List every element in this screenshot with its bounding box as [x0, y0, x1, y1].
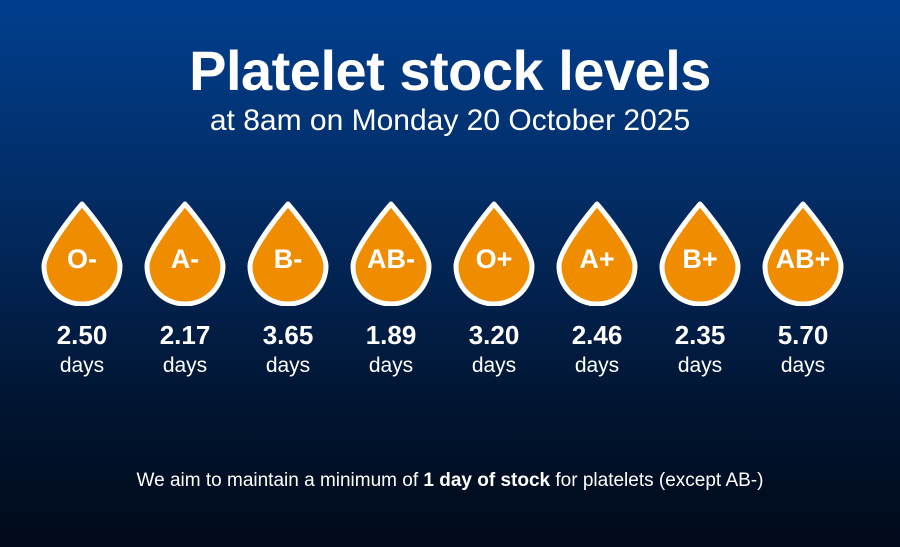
stock-unit: days: [677, 354, 723, 377]
stock-value: 2.17: [159, 320, 211, 350]
blood-group-label: B-: [273, 244, 303, 274]
stock-value: 3.65: [262, 320, 314, 350]
drop-b-pos: B+ 2.35 days: [658, 198, 742, 377]
blood-drop-icon: [453, 201, 535, 306]
blood-drop-icon: [659, 201, 741, 306]
blood-group-label: AB+: [775, 244, 831, 274]
blood-drop-icon: [350, 201, 432, 306]
stock-unit: days: [368, 354, 414, 377]
stock-value: 5.70: [777, 320, 829, 350]
note-text-before: We aim to maintain a minimum of: [136, 470, 424, 491]
stock-unit: days: [59, 354, 105, 377]
stock-value: 2.46: [571, 320, 623, 350]
note-text-after: for platelets (except AB-): [550, 470, 764, 491]
stock-unit: days: [471, 354, 517, 377]
drop-a-neg: A- 2.17 days: [143, 198, 227, 377]
stock-unit: days: [574, 354, 620, 377]
drop-ab-pos: AB+ 5.70 days: [761, 198, 845, 377]
blood-group-label: B+: [682, 244, 718, 274]
blood-drop-icon: [762, 201, 844, 306]
note-text-bold: 1 day of stock: [423, 470, 551, 491]
blood-drop-icon: [41, 201, 123, 306]
page-subtitle: at 8am on Monday 20 October 2025: [209, 104, 691, 137]
stock-value: 2.35: [674, 320, 726, 350]
stock-value: 2.50: [56, 320, 108, 350]
blood-group-label: A+: [579, 244, 615, 274]
stock-unit: days: [780, 354, 826, 377]
blood-drop-icon: [556, 201, 638, 306]
blood-group-label: O+: [475, 244, 513, 274]
drop-o-neg: O- 2.50 days: [40, 198, 124, 377]
blood-group-drops: O- 2.50 days A- 2.17 days B- 3.65 days A…: [40, 198, 868, 388]
stock-value: 3.20: [468, 320, 520, 350]
blood-drop-icon: [247, 201, 329, 306]
minimum-stock-note: We aim to maintain a minimum of 1 day of…: [0, 470, 900, 492]
drop-b-neg: B- 3.65 days: [246, 198, 330, 377]
drop-ab-neg: AB- 1.89 days: [349, 198, 433, 377]
blood-group-label: AB-: [367, 244, 415, 274]
stock-unit: days: [265, 354, 311, 377]
drop-a-pos: A+ 2.46 days: [555, 198, 639, 377]
stock-unit: days: [162, 354, 208, 377]
page-title: Platelet stock levels: [189, 39, 711, 102]
blood-drop-icon: [144, 201, 226, 306]
blood-group-label: O-: [67, 244, 97, 274]
drop-o-pos: O+ 3.20 days: [452, 198, 536, 377]
blood-group-label: A-: [170, 244, 200, 274]
stock-value: 1.89: [365, 320, 417, 350]
